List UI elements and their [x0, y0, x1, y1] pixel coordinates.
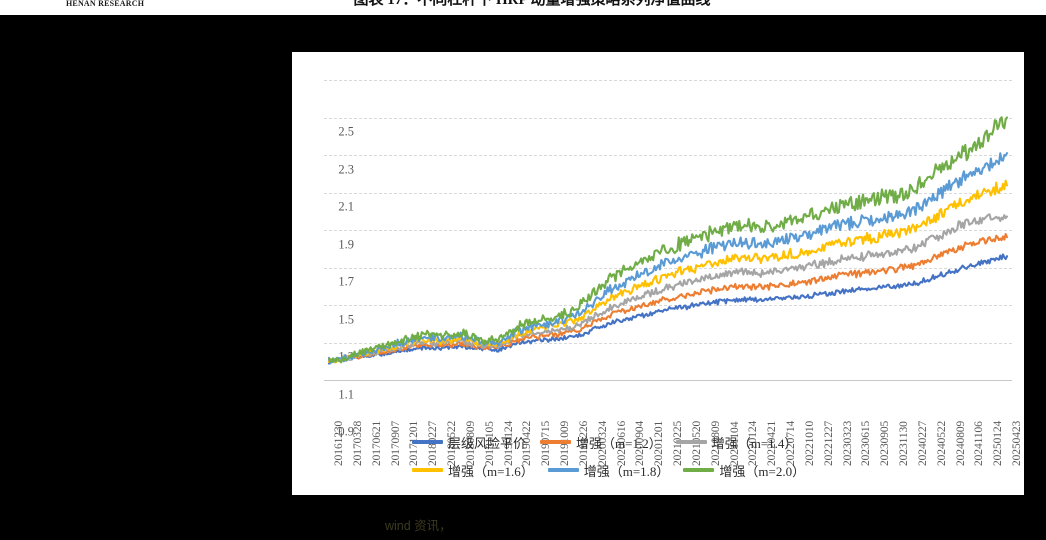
legend-label: 层级风险平价 [448, 435, 527, 451]
gridline [324, 267, 1012, 269]
x-tick-label: 20170328 [351, 420, 364, 466]
page-title: 图表 17：不同杠杆下 HRP 动量增强策略系列净值曲线 [353, 0, 711, 8]
series-line [327, 233, 1009, 364]
legend-item[interactable]: 层级风险平价 [412, 433, 526, 452]
legend-color-swatch [683, 468, 715, 472]
legend-color-swatch [675, 440, 707, 444]
gridline [324, 155, 1012, 156]
x-tick-label: 20240809 [954, 420, 967, 466]
legend-label: 增强（m=2.0） [719, 463, 806, 479]
y-tick-label: 0.9 [338, 424, 354, 439]
legend-color-swatch [412, 440, 443, 444]
gridline [324, 192, 1012, 194]
gridline [324, 80, 1012, 81]
y-tick-label: 1.7 [338, 274, 354, 289]
legend-item[interactable]: 增强（m=1.4） [675, 433, 798, 452]
source-note: wind 资讯， [385, 519, 452, 533]
gridline [324, 117, 1012, 119]
y-tick-label: 2.1 [338, 199, 354, 214]
x-tick-label: 20161230 [333, 420, 345, 466]
series-line [327, 253, 1009, 365]
gridline [324, 305, 1012, 306]
y-tick-label: 1.1 [338, 387, 354, 401]
legend-color-swatch [412, 468, 443, 472]
legend-row-bottom: 增强（m=1.6） 增强（m=1.8） 增强（m=2.0） [412, 458, 912, 482]
y-tick-label: 2.3 [338, 162, 354, 176]
y-tick-label: 1.9 [338, 237, 354, 251]
legend-color-swatch [540, 440, 572, 444]
series-lines [327, 116, 1009, 365]
x-tick-label: 20170621 [370, 420, 383, 466]
x-tick-label: 20240522 [935, 420, 948, 466]
legend-label: 增强（m=1.8） [583, 463, 670, 479]
legend-color-swatch [547, 468, 579, 472]
page-header-strip: HENAN RESEARCH [0, 0, 1046, 15]
chart-panel: 2.5 2.3 2.1 1.9 1.7 1.5 1.3 1.1 0.9 20161230 2017… [292, 52, 1024, 495]
series-line [327, 152, 1009, 365]
legend-label: 增强（m=1.2） [576, 435, 662, 451]
title-mask [0, 22, 1046, 30]
legend-label: 增强（m=1.6） [448, 463, 534, 479]
y-tick-label: 2.5 [338, 124, 354, 139]
series-line [327, 116, 1009, 364]
legend-item[interactable]: 增强（m=1.8） [547, 461, 670, 480]
gridline [324, 230, 1012, 231]
x-tick-label: 20241106 [973, 421, 986, 466]
legend-row-top: 层级风险平价 增强（m=1.2） 增强（m=1.4） [412, 430, 912, 454]
legend-item[interactable]: 增强（m=1.6） [412, 461, 534, 480]
x-tick-label: 20250124 [992, 420, 1005, 466]
chart-legend: 层级风险平价 增强（m=1.2） 增强（m=1.4） 增强（m=1.6） 增强（m=1… [412, 430, 912, 486]
chart-title-clipped: 图表 17：不同杠杆下 HRP 动量增强策略系列净值曲线 [292, 0, 772, 29]
legend-item[interactable]: 增强（m=1.2） [540, 433, 662, 452]
gridline [324, 342, 1012, 344]
x-tick-label: 20250423 [1011, 420, 1023, 466]
legend-item[interactable]: 增强（m=2.0） [683, 461, 805, 480]
x-tick-label: 20170907 [389, 420, 402, 466]
plot-area: 2.5 2.3 2.1 1.9 1.7 1.5 1.3 1.1 0.9 [324, 66, 1012, 439]
x-axis-line [324, 380, 1012, 381]
brand-label: HENAN RESEARCH [66, 0, 145, 8]
x-tick-label: 20240227 [916, 420, 929, 466]
legend-label: 增强（m=1.4） [711, 435, 798, 451]
y-tick-label: 1.5 [338, 312, 354, 326]
